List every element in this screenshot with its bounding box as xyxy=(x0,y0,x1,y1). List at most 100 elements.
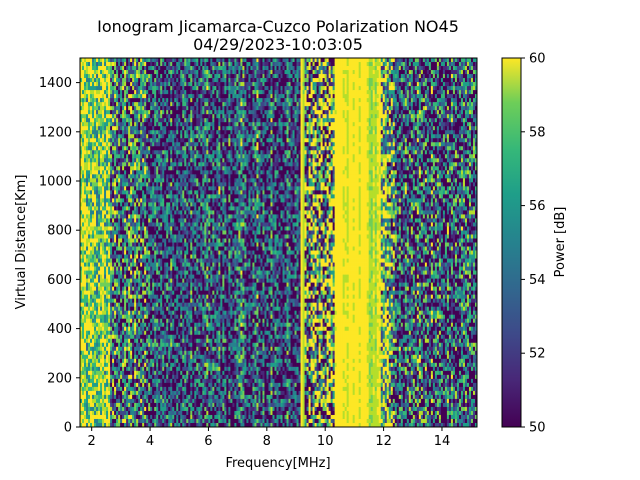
heatmap-cell xyxy=(248,58,250,62)
x-tick-label: 10 xyxy=(317,434,334,449)
y-tick-label: 0 xyxy=(64,421,72,436)
heatmap-cell xyxy=(260,58,262,62)
y-tick-label: 800 xyxy=(47,224,72,239)
heatmap-cell xyxy=(136,58,138,62)
heatmap-cell xyxy=(343,58,345,62)
heatmap-cell xyxy=(311,58,313,62)
heatmap-cell xyxy=(287,58,289,62)
heatmap-cell xyxy=(140,58,142,62)
heatmap-cell xyxy=(383,58,385,62)
heatmap-cell xyxy=(216,58,218,62)
heatmap-area xyxy=(80,58,477,427)
heatmap-cell xyxy=(471,58,473,62)
heatmap-cell xyxy=(431,58,433,62)
heatmap-cell xyxy=(180,58,182,62)
colorbar-tick-label: 54 xyxy=(529,273,546,288)
heatmap-cell xyxy=(335,58,337,62)
heatmap-cell xyxy=(244,58,246,62)
heatmap-cell xyxy=(463,58,465,62)
heatmap-cell xyxy=(451,58,453,62)
heatmap-cell xyxy=(148,58,150,62)
heatmap-cell xyxy=(283,58,285,62)
heatmap-cell xyxy=(363,58,365,62)
ionogram-figure: Ionogram Jicamarca-Cuzco Polarization NO… xyxy=(0,0,640,480)
heatmap-cell xyxy=(108,58,110,62)
heatmap-cell xyxy=(144,58,146,62)
heatmap-cell xyxy=(411,58,413,62)
heatmap-cell xyxy=(387,58,389,62)
heatmap-cell xyxy=(315,58,317,62)
heatmap-cell xyxy=(319,58,321,62)
colorbar-tick-label: 52 xyxy=(529,347,546,362)
colorbar xyxy=(502,58,521,427)
chart-title: Ionogram Jicamarca-Cuzco Polarization NO… xyxy=(97,17,459,36)
y-tick-label: 1400 xyxy=(39,76,72,91)
heatmap-cell xyxy=(459,58,461,62)
heatmap-cell xyxy=(355,58,357,62)
heatmap-cell xyxy=(268,58,270,62)
heatmap-cell xyxy=(427,58,429,62)
colorbar-tick-label: 56 xyxy=(529,199,546,214)
heatmap-cell xyxy=(252,58,254,62)
heatmap-cell xyxy=(172,58,174,62)
heatmap-cell xyxy=(232,58,234,62)
heatmap-cell xyxy=(419,58,421,62)
heatmap-cell xyxy=(152,58,154,62)
heatmap-cell xyxy=(367,58,369,62)
heatmap-cell xyxy=(132,58,134,62)
heatmap-cell xyxy=(124,58,126,62)
x-tick-label: 6 xyxy=(204,434,212,449)
heatmap-cell xyxy=(403,58,405,62)
heatmap-cell xyxy=(264,58,266,62)
heatmap-cell xyxy=(112,58,114,62)
heatmap-cell xyxy=(204,58,206,62)
heatmap-cell xyxy=(192,58,194,62)
heatmap-cell xyxy=(100,58,102,62)
y-tick-label: 200 xyxy=(47,371,72,386)
heatmap-cell xyxy=(84,58,86,62)
x-tick-label: 12 xyxy=(375,434,392,449)
heatmap-cell xyxy=(184,58,186,62)
heatmap-cell xyxy=(375,58,377,62)
heatmap-cell xyxy=(391,58,393,62)
heatmap-cell xyxy=(299,58,301,62)
heatmap-cell xyxy=(327,58,329,62)
heatmap-cell xyxy=(196,58,198,62)
heatmap-cell xyxy=(291,58,293,62)
colorbar-tick-label: 50 xyxy=(529,421,546,436)
heatmap-cell xyxy=(331,58,333,62)
x-axis-ticks: 2 4 6 8 10 12 14 xyxy=(88,427,451,449)
colorbar-tick-label: 60 xyxy=(529,52,546,67)
heatmap-cell xyxy=(164,58,166,62)
y-tick-label: 600 xyxy=(47,273,72,288)
heatmap-cell xyxy=(371,58,373,62)
chart-subtitle: 04/29/2023-10:03:05 xyxy=(193,35,363,54)
heatmap-cell xyxy=(467,58,469,62)
heatmap-cell xyxy=(220,58,222,62)
heatmap-cell xyxy=(395,58,397,62)
heatmap-cell xyxy=(339,58,341,62)
heatmap-cell xyxy=(307,58,309,62)
x-tick-label: 14 xyxy=(434,434,451,449)
heatmap-cell xyxy=(351,58,353,62)
heatmap-cell xyxy=(347,58,349,62)
heatmap-cell xyxy=(212,58,214,62)
heatmap-cell xyxy=(455,58,457,62)
y-tick-label: 400 xyxy=(47,322,72,337)
heatmap-cell xyxy=(295,58,297,62)
heatmap-cell xyxy=(276,58,278,62)
heatmap-cell xyxy=(399,58,401,62)
colorbar-tick-label: 58 xyxy=(529,125,546,140)
heatmap-cell xyxy=(435,58,437,62)
colorbar-ticks: 50 52 54 56 58 60 xyxy=(521,52,546,436)
heatmap-cell xyxy=(256,58,258,62)
heatmap-cell xyxy=(208,58,210,62)
heatmap-cell xyxy=(279,58,281,62)
heatmap-cell xyxy=(160,58,162,62)
heatmap-cell xyxy=(120,58,122,62)
heatmap-cell xyxy=(188,58,190,62)
heatmap-cell xyxy=(415,58,417,62)
heatmap-cell xyxy=(240,58,242,62)
x-tick-label: 2 xyxy=(88,434,96,449)
